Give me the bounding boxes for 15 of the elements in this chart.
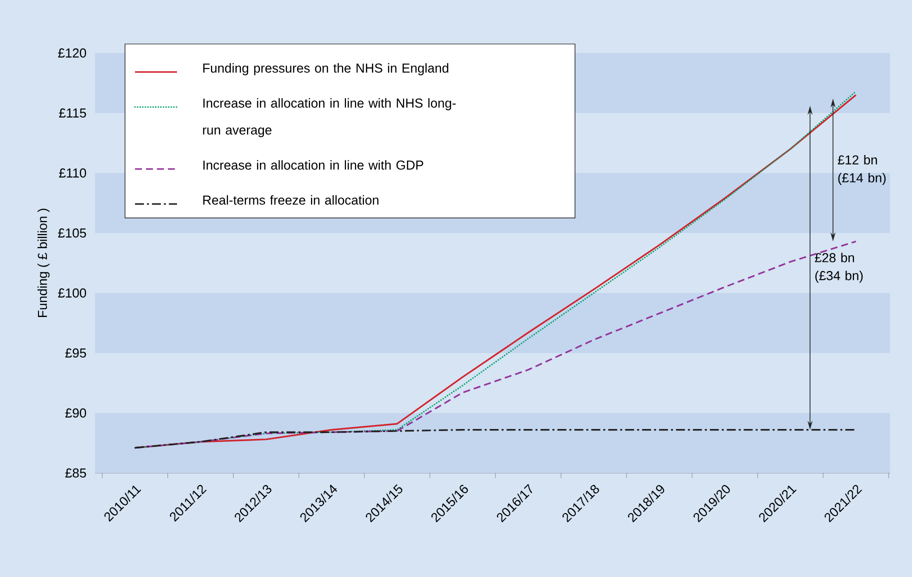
annotation: £28 bn (£34 bn): [814, 252, 863, 283]
y-tick-label: £105: [58, 228, 86, 238]
y-tick-label: £120: [58, 48, 86, 58]
y-tick-label: £95: [65, 348, 86, 358]
annotation: £12 bn (£14 bn): [838, 154, 886, 185]
y-tick-label: £110: [59, 168, 86, 178]
legend-label: Real-terms freeze in allocation: [203, 195, 378, 205]
y-tick-label: £100: [58, 288, 86, 298]
legend-label: Increase in allocation in line with GDP: [203, 160, 424, 170]
y-tick-label: £90: [65, 408, 86, 418]
y-tick-label: £85: [65, 468, 86, 478]
y-tick-label: £115: [59, 108, 86, 118]
y-axis-title: Funding ( £ billion ): [38, 208, 50, 317]
legend-label: Funding pressures on the NHS in England: [203, 63, 448, 76]
text: Increase in allocation in line with NHS long-run average: [203, 98, 456, 138]
